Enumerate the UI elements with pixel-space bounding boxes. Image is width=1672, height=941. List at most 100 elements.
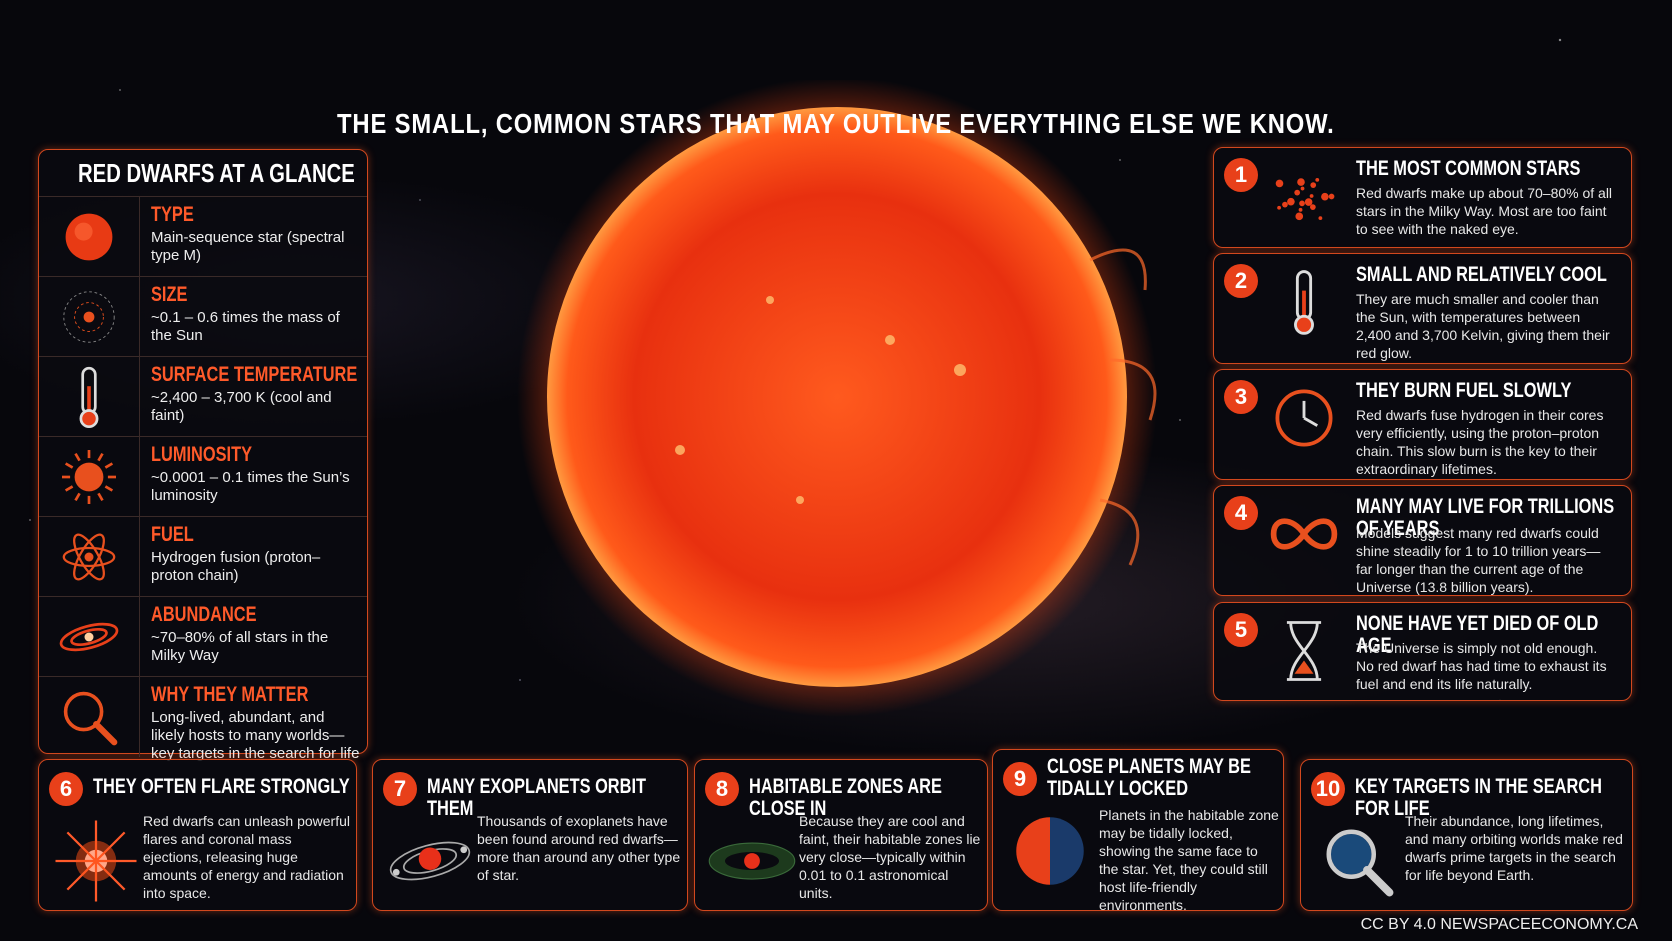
fact-card: 6 THEY OFTEN FLARE STRONGLY Red dwarfs can… [38,759,357,911]
fact-card: 7 MANY EXOPLANETS ORBIT THEM Thousands of … [372,759,688,911]
fact-icon [1266,380,1342,461]
fact-icon [385,816,475,911]
icon [1275,389,1333,447]
fact-icon [1005,806,1095,901]
fact-card: 3 THEY BURN FUEL SLOWLY Red dwarfs fuse hy… [1213,369,1632,480]
fact-title: THE MOST COMMON STARS [1356,158,1625,180]
glance-row: WHY THEY MATTER Long-lived, abundant, and… [39,676,367,762]
glance-icon [53,601,125,673]
icon [59,622,119,652]
glance-label-text: SIZE [151,283,188,306]
glance-label-text: WHY THEY MATTER [151,683,309,706]
icon [1294,270,1314,335]
fact-number: 2 [1224,264,1258,298]
fact-title: SMALL AND RELATIVELY COOL [1356,264,1625,286]
glance-row: ABUNDANCE ~70–80% of all stars in the Mil… [39,596,367,677]
glance-text: Long-lived, abundant, and likely hosts t… [151,709,360,762]
fact-number: 7 [383,772,417,806]
glance-text: Main-sequence star (spectral type M) [151,229,345,264]
credit: CC BY 4.0 NEWSPACEECONOMY.CA [1360,916,1638,933]
glance-label: LUMINOSITY [151,443,281,467]
icon [55,820,137,902]
fact-icon [1313,816,1403,911]
fact-title-text: SMALL AND RELATIVELY COOL [1356,263,1607,286]
fact-title-text: MANY MAY LIVE FOR TRILLIONS OF YEARS [1356,495,1615,540]
fact-card: 10 KEY TARGETS IN THE SEARCH FOR LIFE Thei… [1300,759,1633,911]
title: 10 STRANGE FACTS ABOUT RED DWARF STARS [0,14,1672,90]
fact-number: 10 [1311,772,1345,806]
glance-text: ~70–80% of all stars in the Milky Way [151,629,329,664]
fact-title-text: CLOSE PLANETS MAY BE TIDALLY LOCKED [1047,755,1251,800]
fact-text: Models suggest many red dwarfs could shi… [1356,525,1601,595]
glance-icon [53,521,125,593]
glance-label-text: TYPE [151,203,194,226]
glance-label: SIZE [151,283,198,307]
fact-number: 1 [1224,158,1258,192]
glance-row: SIZE ~0.1 – 0.6 times the mass of the Sun [39,276,367,357]
icon [62,450,116,504]
fact-card: 5 NONE HAVE YET DIED OF OLD AGE The Univer… [1213,602,1632,701]
icon [79,366,99,429]
glance-divider [139,437,140,517]
fact-icon [1266,158,1342,239]
glance-row: LUMINOSITY ~0.0001 – 0.1 times the Sun’s … [39,436,367,517]
glance-icon [53,201,125,273]
fact-text: Red dwarfs make up about 70–80% of all s… [1356,185,1613,237]
title-text: 10 STRANGE FACTS ABOUT RED DWARF STARS [192,13,1480,91]
icon [63,291,115,343]
fact-icon [1266,264,1342,345]
glance-label: FUEL [151,523,206,547]
icon [65,213,113,261]
glance-label: WHY THEY MATTER [151,683,353,707]
glance-label-text: SURFACE TEMPERATURE [151,363,358,386]
glance-title-text: RED DWARFS AT A GLANCE [78,158,355,188]
fact-number: 6 [49,772,83,806]
glance-label: TYPE [151,203,206,227]
glance-row: TYPE Main-sequence star (spectral type M) [39,196,367,277]
icon [389,841,471,881]
fact-text: The Universe is simply not old enough. N… [1356,640,1607,692]
fact-card: 2 SMALL AND RELATIVELY COOL They are much … [1213,253,1632,364]
glance-row: SURFACE TEMPERATURE ~2,400 – 3,700 K (coo… [39,356,367,437]
glance-label-text: LUMINOSITY [151,443,253,466]
subtitle: THE SMALL, COMMON STARS THAT MAY OUTLIVE… [0,108,1672,140]
glance-row: FUEL Hydrogen fusion (proton–proton chain… [39,516,367,597]
subtitle-text: THE SMALL, COMMON STARS THAT MAY OUTLIVE… [337,108,1335,139]
fact-icon [707,816,797,911]
glance-divider [139,357,140,437]
glance-icon [53,361,125,433]
fact-title: NONE HAVE YET DIED OF OLD AGE [1356,613,1625,657]
fact-text: Because they are cool and faint, their h… [799,813,981,901]
glance-icon [53,441,125,513]
fact-card: 9 CLOSE PLANETS MAY BE TIDALLY LOCKED Plan… [992,749,1284,913]
fact-title: KEY TARGETS IN THE SEARCH FOR LIFE [1355,776,1628,820]
icon [63,691,118,746]
fact-title: THEY BURN FUEL SLOWLY [1356,380,1625,402]
fact-number: 4 [1224,496,1258,530]
icon [1326,829,1394,897]
fact-title: MANY MAY LIVE FOR TRILLIONS OF YEARS [1356,496,1625,540]
fact-text: They are much smaller and cooler than th… [1356,291,1610,361]
fact-title: CLOSE PLANETS MAY BE TIDALLY LOCKED [1047,756,1279,800]
fact-text: Red dwarfs fuse hydrogen in their cores … [1356,407,1604,477]
icon [1275,177,1335,221]
fact-title: MANY EXOPLANETS ORBIT THEM [427,776,683,820]
glance-divider [139,677,140,757]
red-dwarf-star [517,80,1157,717]
glance-title: RED DWARFS AT A GLANCE [39,158,367,189]
fact-card: 4 MANY MAY LIVE FOR TRILLIONS OF YEARS Mod… [1213,485,1632,596]
glance-divider [139,197,140,277]
icon [1016,817,1084,885]
glance-text: ~0.1 – 0.6 times the mass of the Sun [151,309,340,344]
fact-title-text: MANY EXOPLANETS ORBIT THEM [427,775,647,820]
glance-text: ~2,400 – 3,700 K (cool and faint) [151,389,332,424]
icon [708,842,796,880]
fact-title-text: THEY OFTEN FLARE STRONGLY [93,775,350,798]
glance-label: ABUNDANCE [151,603,286,627]
glance-text: Hydrogen fusion (proton–proton chain) [151,549,321,584]
fact-title-text: THEY BURN FUEL SLOWLY [1356,379,1572,402]
fact-card: 8 HABITABLE ZONES ARE CLOSE IN Because the… [694,759,988,911]
fact-number: 5 [1224,613,1258,647]
